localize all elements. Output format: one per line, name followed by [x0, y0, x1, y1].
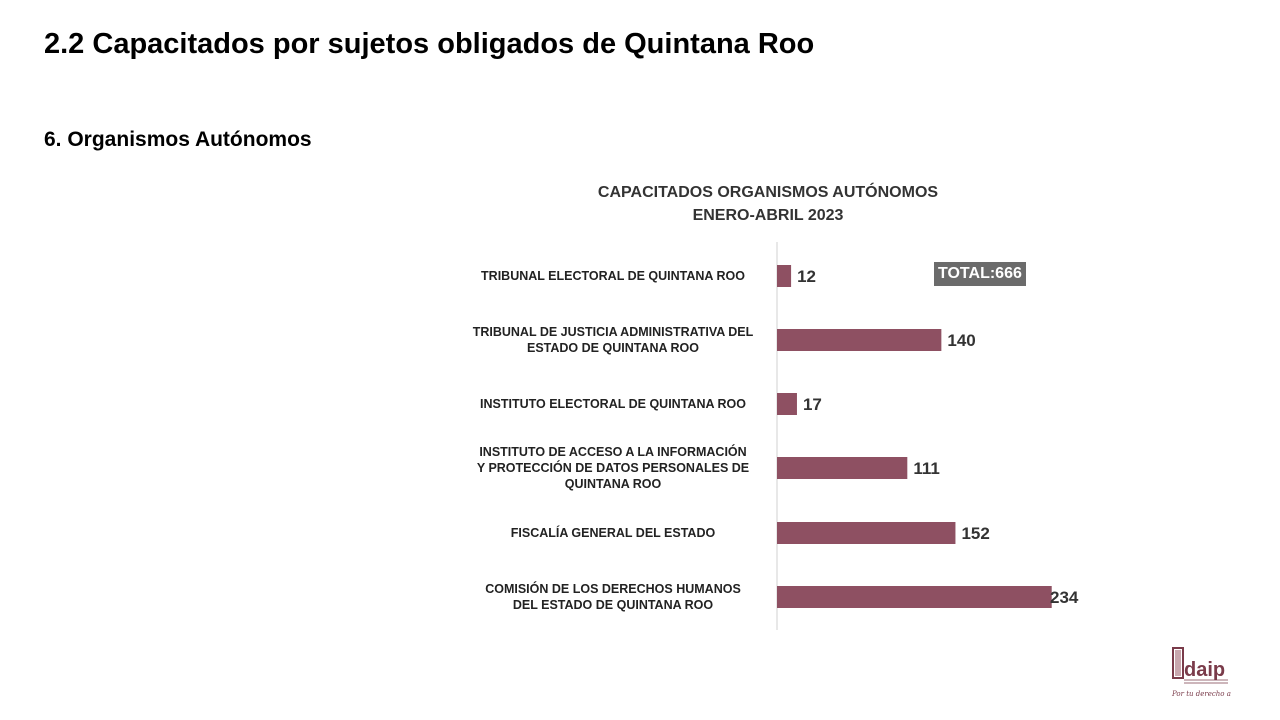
bar: [777, 265, 792, 287]
data-label: 12: [797, 267, 816, 286]
category-label: FISCALÍA GENERAL DEL ESTADO: [511, 525, 716, 540]
category-label: INSTITUTO DE ACCESO A LA INFORMACIÓN Y PR…: [477, 444, 749, 491]
logo-icon: daip Por tu derecho a saber: [1171, 647, 1254, 698]
data-label: 111: [913, 459, 940, 478]
bar: [777, 329, 942, 351]
data-label: 152: [961, 524, 989, 543]
svg-text:Por tu derecho a saber: Por tu derecho a saber: [1171, 690, 1232, 698]
category-label: TRIBUNAL DE JUSTICIA ADMINISTRATIVA DEL E…: [473, 325, 754, 355]
data-label: 140: [947, 331, 975, 350]
data-label: 234: [1050, 588, 1079, 607]
total-badge: TOTAL:666: [934, 262, 1026, 286]
bar: [777, 393, 797, 415]
page-title: 2.2 Capacitados por sujetos obligados de…: [44, 28, 815, 60]
chart-title: CAPACITADOS ORGANISMOS AUTÓNOMOS: [597, 184, 939, 201]
chart-subtitle: ENERO-ABRIL 2023: [692, 207, 844, 224]
category-label: TRIBUNAL ELECTORAL DE QUINTANA ROO: [481, 269, 745, 283]
idaip-logo: daip Por tu derecho a saber: [1170, 646, 1254, 702]
svg-text:daip: daip: [1184, 659, 1225, 681]
category-label: COMISIÓN DE LOS DERECHOS HUMANOS DEL ESTA…: [485, 581, 741, 612]
bar: [777, 522, 956, 544]
category-label: INSTITUTO ELECTORAL DE QUINTANA ROO: [480, 397, 746, 411]
bar: [777, 586, 1052, 608]
bar: [777, 457, 908, 479]
data-label: 17: [803, 395, 822, 414]
section-title: 6. Organismos Autónomos: [44, 128, 312, 151]
